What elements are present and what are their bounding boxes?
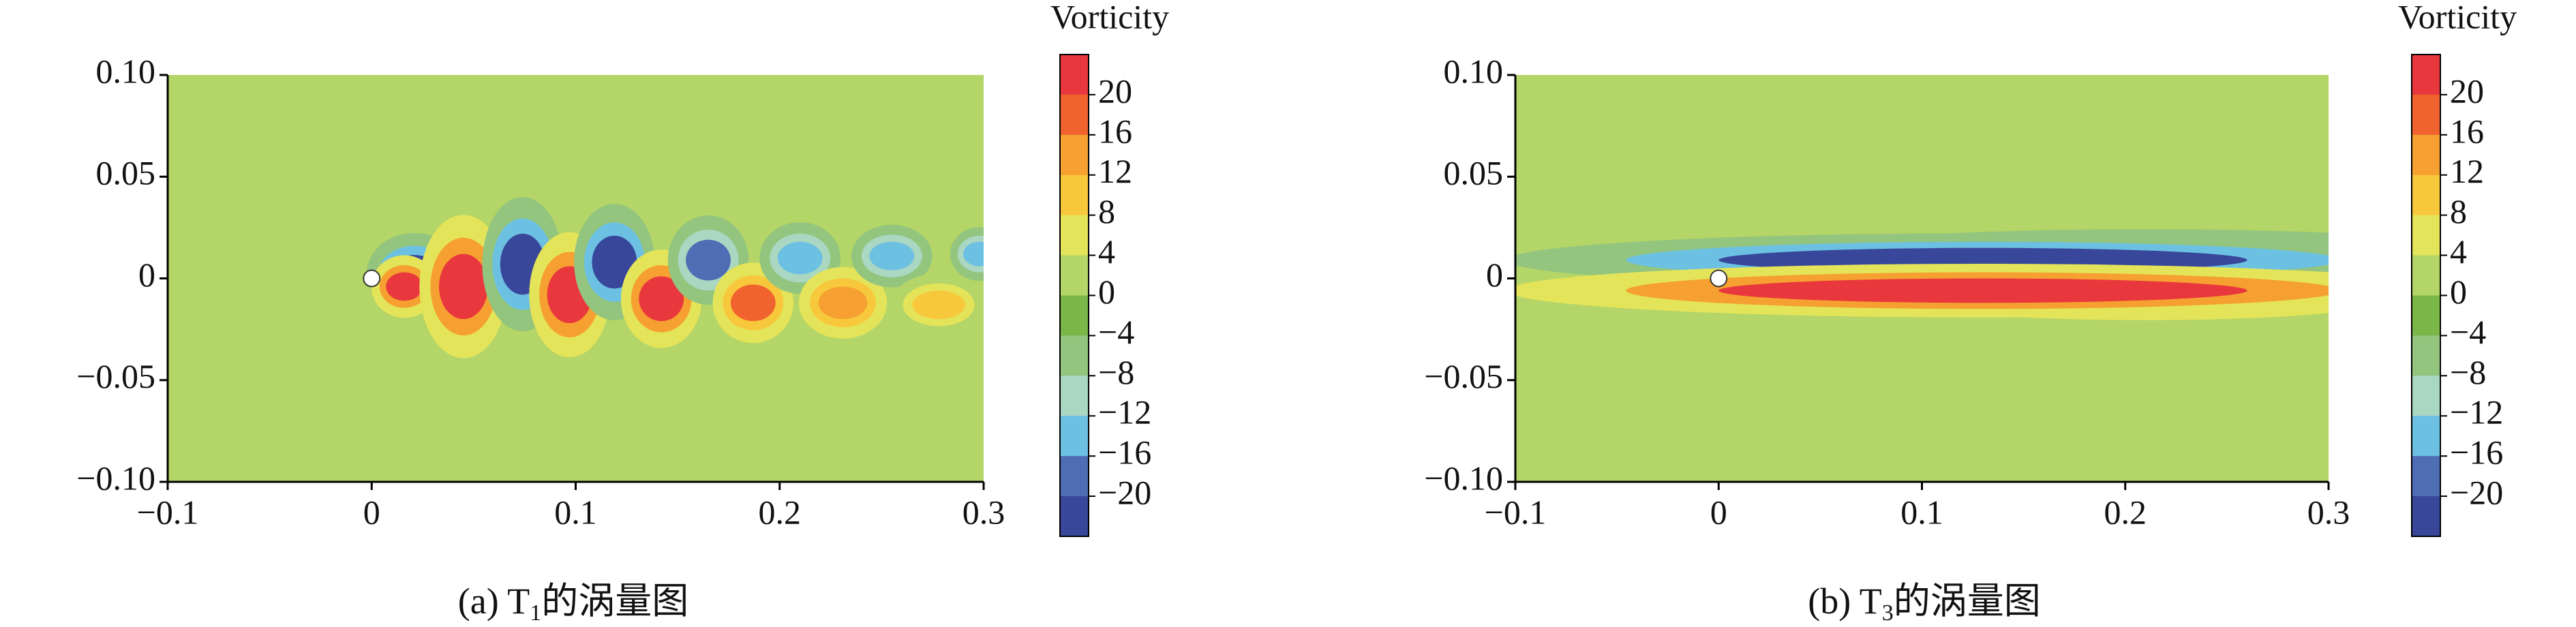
colorbar-tick-label: 0 (2450, 273, 2467, 311)
colorbar-tick-label: −12 (1098, 393, 1151, 431)
colorbar-box (2412, 94, 2440, 136)
caption-subscript: 1 (530, 600, 541, 626)
vortex (912, 290, 966, 320)
x-tick-label: 0.2 (2104, 493, 2147, 531)
x-tick-label: 0.3 (2307, 493, 2350, 531)
colorbar-tick-label: 0 (1098, 273, 1115, 311)
colorbar-box (1060, 335, 1089, 376)
colorbar-box (1060, 55, 1089, 95)
x-tick-label: −0.1 (1485, 493, 1547, 531)
colorbar-tick-label: 4 (1098, 232, 1115, 271)
y-tick-label: 0.10 (1444, 52, 1504, 90)
colorbar-tick-label: 20 (1098, 72, 1132, 110)
colorbar-box (2412, 496, 2440, 537)
colorbar-box (2412, 295, 2440, 336)
colorbar-title: Vorticity (1050, 0, 1169, 35)
colorbar-tick-label: 12 (2450, 152, 2484, 190)
vortex (1718, 278, 2247, 303)
x-tick-label: 0 (1710, 493, 1727, 531)
vortex (777, 241, 823, 275)
colorbar-tick-label: 16 (2450, 112, 2484, 150)
x-tick-label: 0 (363, 493, 380, 531)
colorbar-box (1060, 255, 1089, 296)
colorbar-tick-label: −20 (1098, 474, 1151, 512)
colorbar-box (1060, 416, 1089, 457)
colorbar-box (2412, 134, 2440, 176)
colorbar-box (1060, 94, 1089, 136)
vortex (963, 241, 984, 266)
y-tick-label: 0.05 (96, 154, 156, 192)
colorbar-title: Vorticity (2398, 0, 2517, 35)
panel: 0.100.050−0.05−0.10−0.1 0 0.1 0.2 0.32016128… (76, 0, 1169, 626)
colorbar-tick-label: −8 (2450, 353, 2486, 391)
y-tick-label: −0.10 (1424, 459, 1503, 497)
caption-prefix: (b) T (1808, 581, 1881, 622)
colorbar-box (1060, 215, 1089, 256)
x-tick-label: −0.1 (137, 493, 199, 531)
colorbar-tick-label: 20 (2450, 72, 2484, 110)
y-tick-label: −0.05 (76, 357, 155, 395)
colorbar-box (2412, 335, 2440, 376)
y-tick-label: −0.10 (76, 459, 155, 497)
y-tick-label: 0.10 (96, 52, 156, 90)
colorbar-tick-label: 12 (1098, 152, 1132, 190)
colorbar-box (2412, 456, 2440, 497)
vortex (869, 241, 915, 271)
y-tick-label: 0.05 (1444, 154, 1504, 192)
colorbar-box (2412, 174, 2440, 216)
vortex (639, 276, 684, 322)
x-tick-label: 0.2 (759, 493, 802, 531)
vortex (439, 254, 488, 320)
colorbar-box (1060, 376, 1089, 416)
colorbar-box (2412, 416, 2440, 457)
panel: 0.100.050−0.05−0.10−0.1 0 0.1 0.2 0.32016128… (1424, 0, 2517, 626)
colorbar-tick-label: −16 (1098, 433, 1151, 472)
colorbar-box (2412, 215, 2440, 256)
colorbar-box (1060, 174, 1089, 216)
colorbar-tick-label: −12 (2450, 393, 2503, 431)
x-tick-label: 0.1 (1900, 493, 1943, 531)
caption-suffix: 的涡量图 (1894, 581, 2041, 622)
colorbar-tick-label: 16 (1098, 112, 1132, 150)
colorbar-box (1060, 496, 1089, 537)
colorbar-tick-label: −4 (2450, 313, 2486, 351)
vortex (386, 272, 423, 301)
x-tick-label: 0.1 (554, 493, 597, 531)
caption-prefix: (a) T (458, 581, 530, 622)
caption-suffix: 的涡量图 (541, 581, 688, 622)
caption: (b) T3的涡量图 (1808, 581, 2040, 625)
vortex (730, 284, 776, 322)
vortex (818, 286, 868, 320)
colorbar-tick-label: −8 (1098, 353, 1134, 391)
vortex (686, 239, 731, 281)
colorbar-box (1060, 134, 1089, 176)
colorbar-box (1060, 295, 1089, 336)
colorbar-tick-label: 8 (2450, 192, 2467, 230)
colorbar-tick-label: −4 (1098, 313, 1134, 351)
caption-subscript: 3 (1882, 600, 1894, 626)
colorbar-box (2412, 55, 2440, 95)
y-tick-label: 0 (138, 256, 155, 294)
colorbar-tick-label: 4 (2450, 232, 2467, 271)
y-tick-label: 0 (1486, 256, 1503, 294)
caption: (a) T1的涡量图 (458, 581, 688, 625)
cylinder (1710, 269, 1728, 288)
colorbar-tick-label: −20 (2450, 474, 2503, 512)
x-tick-label: 0.3 (963, 493, 1005, 531)
colorbar-box (2412, 376, 2440, 416)
colorbar-box (1060, 456, 1089, 497)
vortices (367, 197, 984, 358)
cylinder (363, 269, 381, 288)
colorbar-tick-label: −16 (2450, 433, 2503, 472)
y-tick-label: −0.05 (1424, 357, 1503, 395)
colorbar-tick-label: 8 (1098, 192, 1115, 230)
vortex (592, 235, 637, 289)
colorbar-box (2412, 255, 2440, 296)
